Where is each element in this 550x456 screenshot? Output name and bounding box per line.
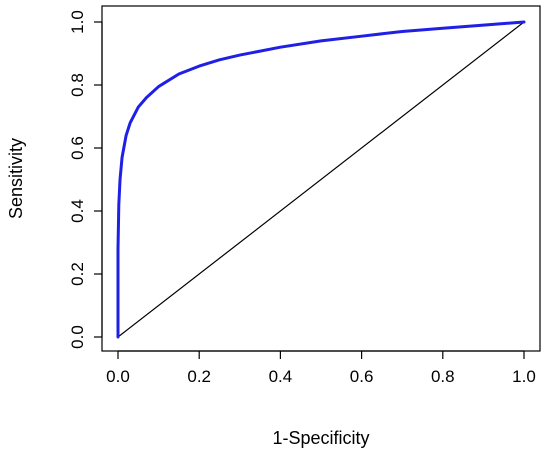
y-tick-label: 0.6 bbox=[68, 136, 87, 160]
x-axis: 0.0 0.2 0.4 0.6 0.8 1.0 bbox=[106, 350, 536, 386]
x-tick-label: 1.0 bbox=[512, 367, 536, 386]
x-tick-label: 0.8 bbox=[431, 367, 455, 386]
y-axis-title: Sensitivity bbox=[6, 138, 26, 219]
y-tick-label: 0.4 bbox=[68, 199, 87, 223]
y-tick-label: 1.0 bbox=[68, 10, 87, 34]
chance-diagonal bbox=[117, 21, 525, 338]
y-tick-label: 0.8 bbox=[68, 73, 87, 97]
y-tick-label: 0.0 bbox=[68, 325, 87, 349]
y-axis: 0.0 0.2 0.4 0.6 0.8 1.0 bbox=[68, 10, 103, 349]
x-tick-label: 0.0 bbox=[106, 367, 130, 386]
x-tick-label: 0.4 bbox=[269, 367, 293, 386]
x-axis-title: 1-Specificity bbox=[272, 428, 369, 448]
plot-frame bbox=[101, 5, 541, 352]
roc-curve bbox=[116, 20, 526, 339]
y-tick-label: 0.2 bbox=[68, 262, 87, 286]
x-tick-label: 0.2 bbox=[187, 367, 211, 386]
plot-curves bbox=[116, 20, 526, 339]
x-tick-label: 0.6 bbox=[350, 367, 374, 386]
